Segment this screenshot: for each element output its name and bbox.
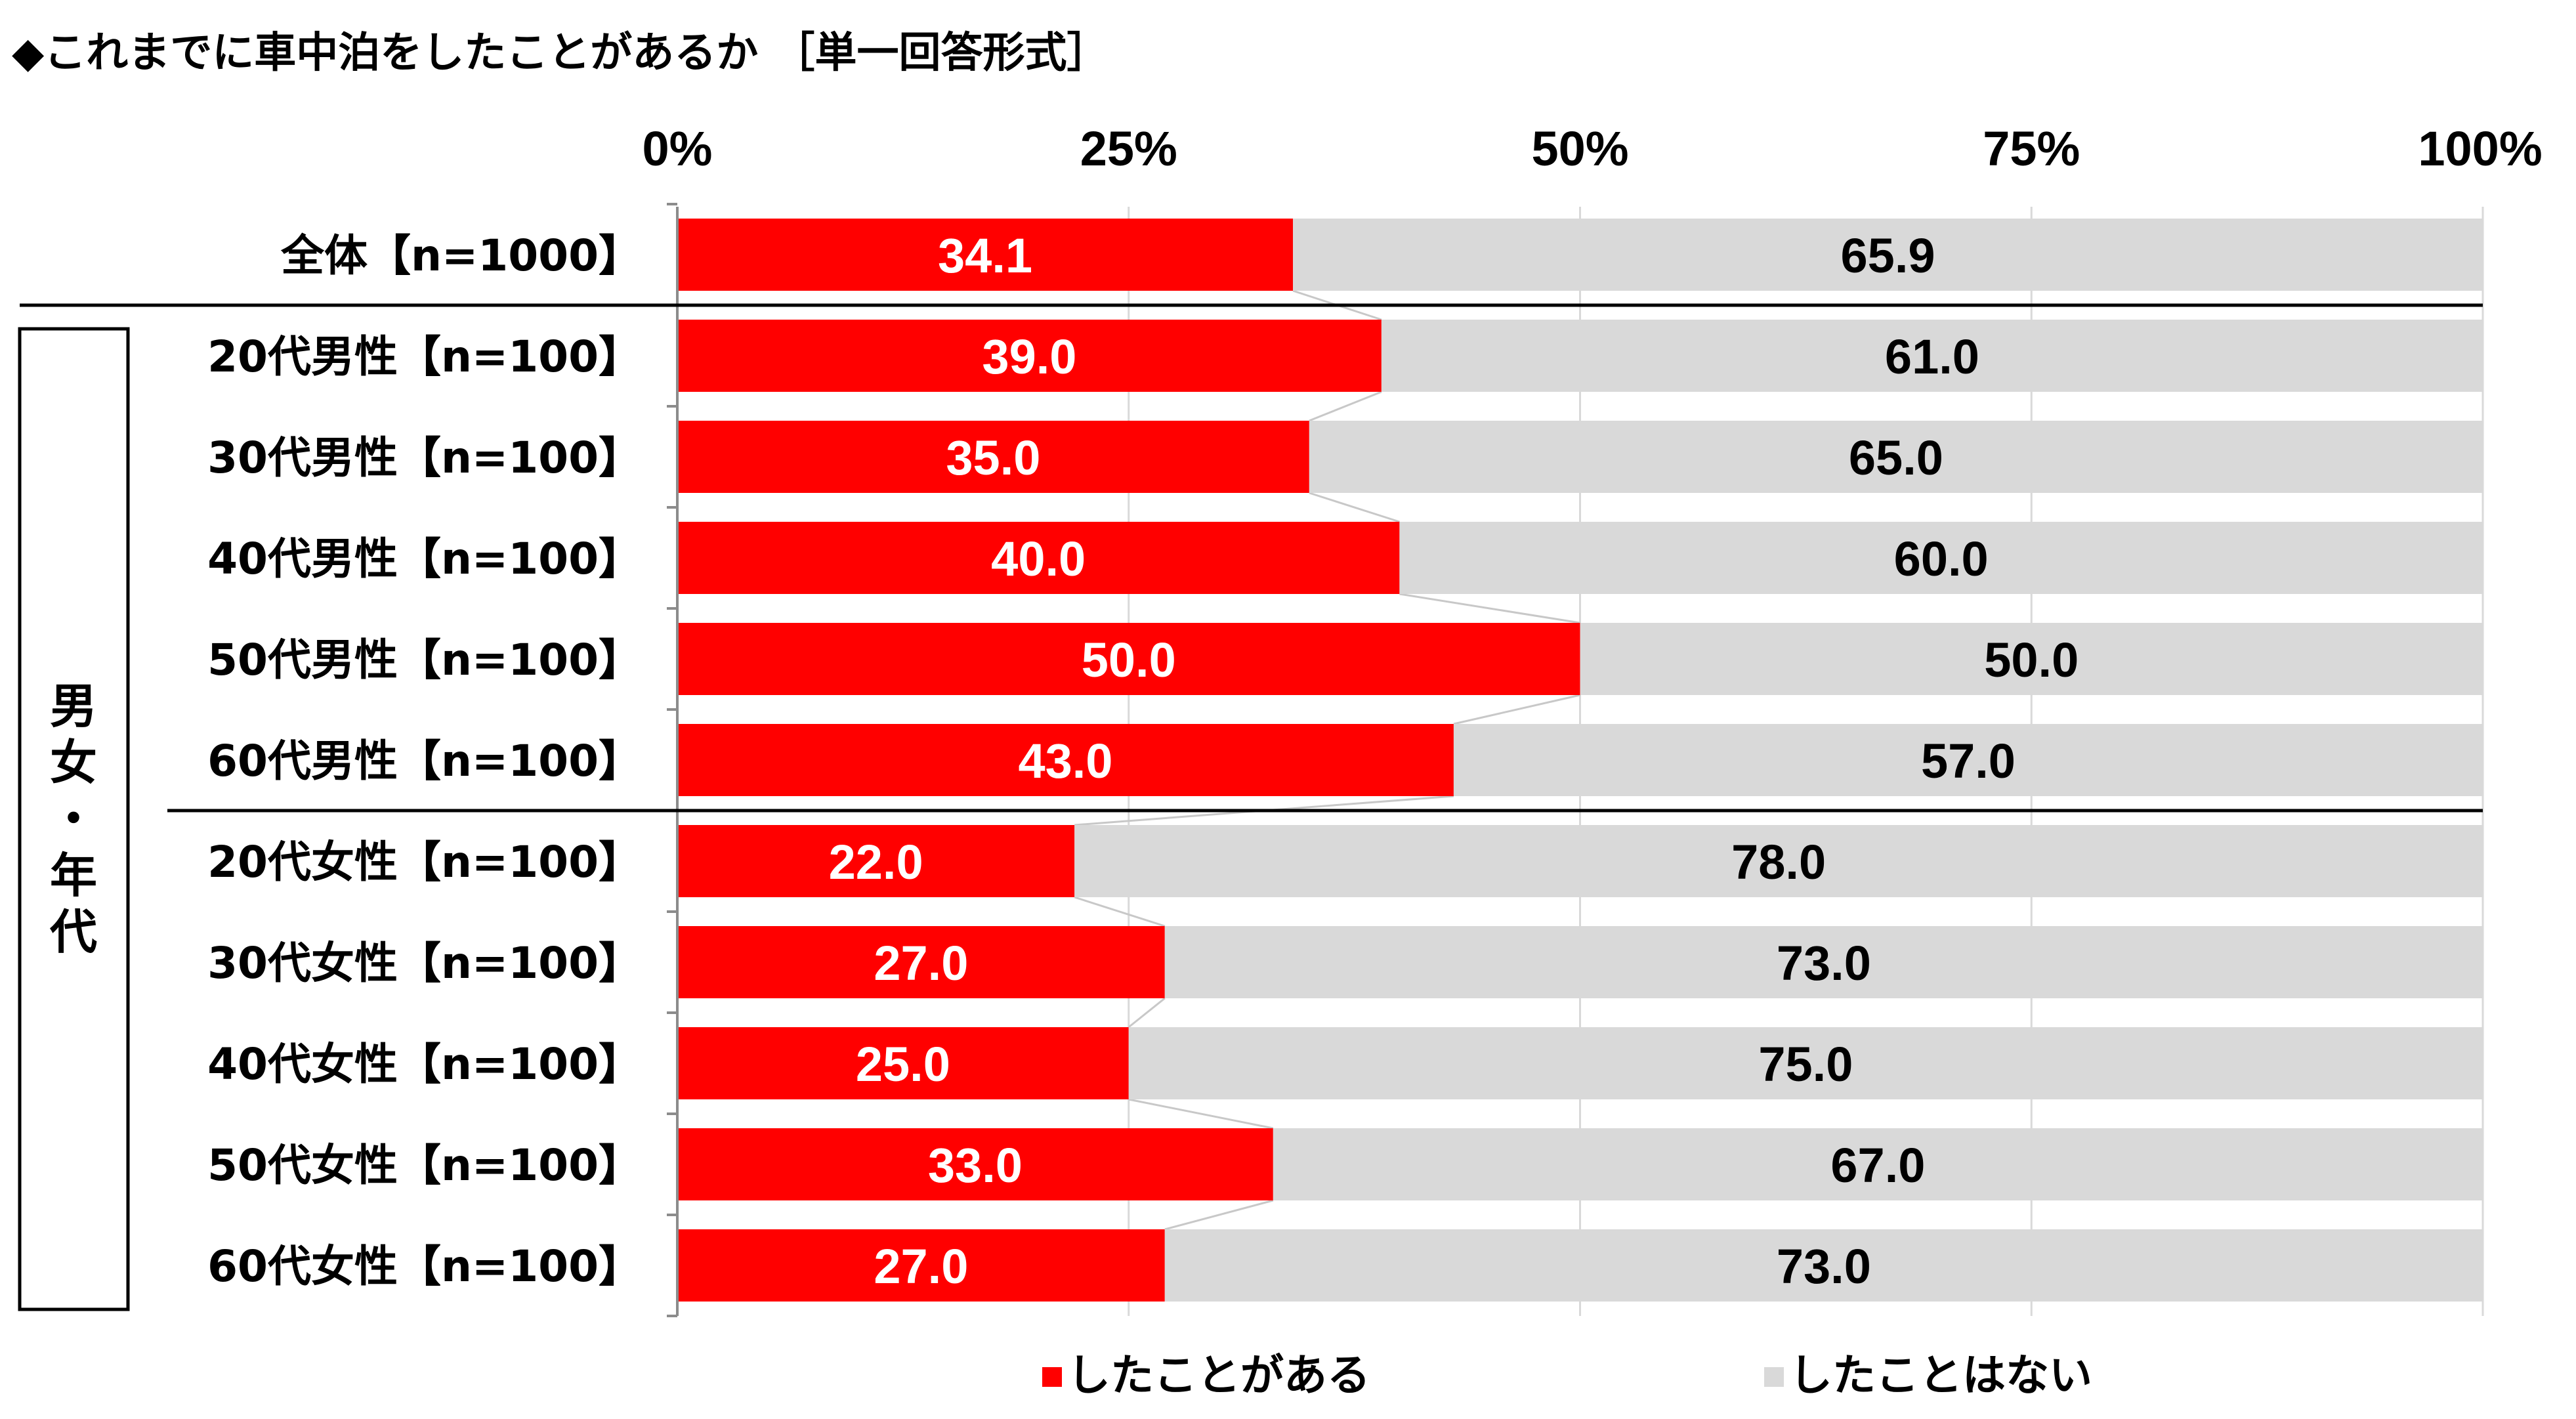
bar-not-experienced (1293, 219, 2483, 291)
data-label-not-experienced: 75.0 (1758, 1037, 1853, 1091)
data-label-experienced: 33.0 (928, 1138, 1023, 1193)
series-connector (1399, 593, 1580, 624)
data-label-not-experienced: 61.0 (1885, 329, 1979, 384)
series-connector (1128, 997, 1166, 1028)
x-tick-label: 50% (1531, 121, 1628, 176)
bar-not-experienced (1164, 1229, 2483, 1302)
legend-swatch-experienced (1042, 1367, 1062, 1387)
bar-not-experienced (1128, 1027, 2483, 1099)
data-label-experienced: 25.0 (856, 1037, 950, 1091)
bar-not-experienced (1164, 926, 2483, 998)
category-label: 40代男性【n=100】 (207, 534, 642, 584)
data-label-experienced: 34.1 (938, 228, 1032, 283)
category-label: 20代男性【n=100】 (207, 331, 642, 382)
x-tick-label: 0% (643, 121, 713, 176)
series-connector (1128, 1098, 1274, 1130)
data-label-not-experienced: 50.0 (1984, 633, 2079, 687)
bar-experienced (677, 320, 1382, 392)
data-label-experienced: 40.0 (991, 532, 1086, 586)
category-label: 50代男性【n=100】 (207, 635, 642, 685)
data-label-not-experienced: 73.0 (1777, 936, 1871, 990)
legend-swatch-not-experienced (1764, 1367, 1784, 1387)
bar-not-experienced (1381, 320, 2483, 392)
series-connector (1453, 694, 1580, 725)
bar-experienced (677, 1128, 1273, 1200)
category-label: 60代男性【n=100】 (207, 736, 642, 786)
category-label: 30代男性【n=100】 (207, 433, 642, 483)
category-label: 20代女性【n=100】 (207, 837, 642, 887)
bar-experienced (677, 1229, 1165, 1302)
series-connector (1309, 492, 1400, 523)
bar-experienced (677, 522, 1400, 594)
category-label: 40代女性【n=100】 (207, 1039, 642, 1090)
category-labels: 全体【n=1000】 20代男性【n=100】 30代男性【n=100】 40代男性【… (207, 230, 642, 1292)
data-label-experienced: 27.0 (874, 936, 968, 990)
y-axis (667, 203, 679, 1317)
x-tick-label: 25% (1080, 121, 1177, 176)
data-label-not-experienced: 67.0 (1830, 1138, 1925, 1193)
bar-not-experienced (1453, 724, 2483, 796)
x-axis-tick-labels: 0% 25% 50% 75% 100% (643, 121, 2543, 176)
x-tick-label: 100% (2418, 121, 2542, 176)
bar-not-experienced (1580, 623, 2483, 695)
bar-not-experienced (1309, 421, 2483, 493)
legend-label-experienced: したことがある (1067, 1350, 1370, 1401)
data-label-not-experienced: 78.0 (1731, 835, 1826, 889)
data-label-not-experienced: 65.0 (1849, 431, 1943, 485)
bar-experienced (677, 421, 1309, 493)
bar-experienced (677, 1027, 1129, 1099)
series-connectors (1074, 289, 1580, 1231)
series-connector (1309, 391, 1382, 422)
group-bracket: 男女・年代 (18, 303, 2483, 1311)
data-label-experienced: 39.0 (982, 329, 1076, 384)
series-connector (1074, 896, 1166, 927)
category-label: 60代女性【n=100】 (207, 1241, 642, 1292)
data-label-experienced: 43.0 (1018, 734, 1112, 788)
legend-label-not-experienced: したことはない (1789, 1350, 2092, 1401)
bar-experienced (677, 623, 1580, 695)
legend: したことがある したことはない (1042, 1350, 2092, 1401)
category-label: 50代女性【n=100】 (207, 1140, 642, 1191)
bar-experienced (677, 724, 1454, 796)
bar-experienced (677, 825, 1075, 897)
data-label-experienced: 50.0 (1082, 633, 1176, 687)
data-label-experienced: 27.0 (874, 1239, 968, 1294)
group-label: 男女・年代 (49, 679, 97, 960)
bar-experienced (677, 926, 1165, 998)
chart-title: ◆これまでに車中泊をしたことがあるか ［単一回答形式］ (12, 29, 1109, 77)
data-label-not-experienced: 73.0 (1777, 1239, 1871, 1294)
bar-not-experienced (1074, 825, 2483, 897)
series-connector (1164, 1199, 1274, 1231)
bar-experienced (677, 219, 1294, 291)
category-label: 全体【n=1000】 (280, 230, 642, 281)
data-label-not-experienced: 60.0 (1894, 532, 1989, 586)
bars: 34.1 65.9 39.0 61.0 35.0 65.0 40.0 60.0 50.0 50.0… (677, 219, 2483, 1302)
data-label-not-experienced: 65.9 (1841, 228, 1935, 283)
group-box (18, 327, 130, 1311)
bar-not-experienced (1399, 522, 2483, 594)
category-label: 30代女性【n=100】 (207, 938, 642, 988)
data-label-not-experienced: 57.0 (1921, 734, 2016, 788)
bar-not-experienced (1273, 1128, 2483, 1200)
x-tick-label: 75% (1983, 121, 2080, 176)
data-label-experienced: 22.0 (829, 835, 923, 889)
data-label-experienced: 35.0 (946, 431, 1040, 485)
